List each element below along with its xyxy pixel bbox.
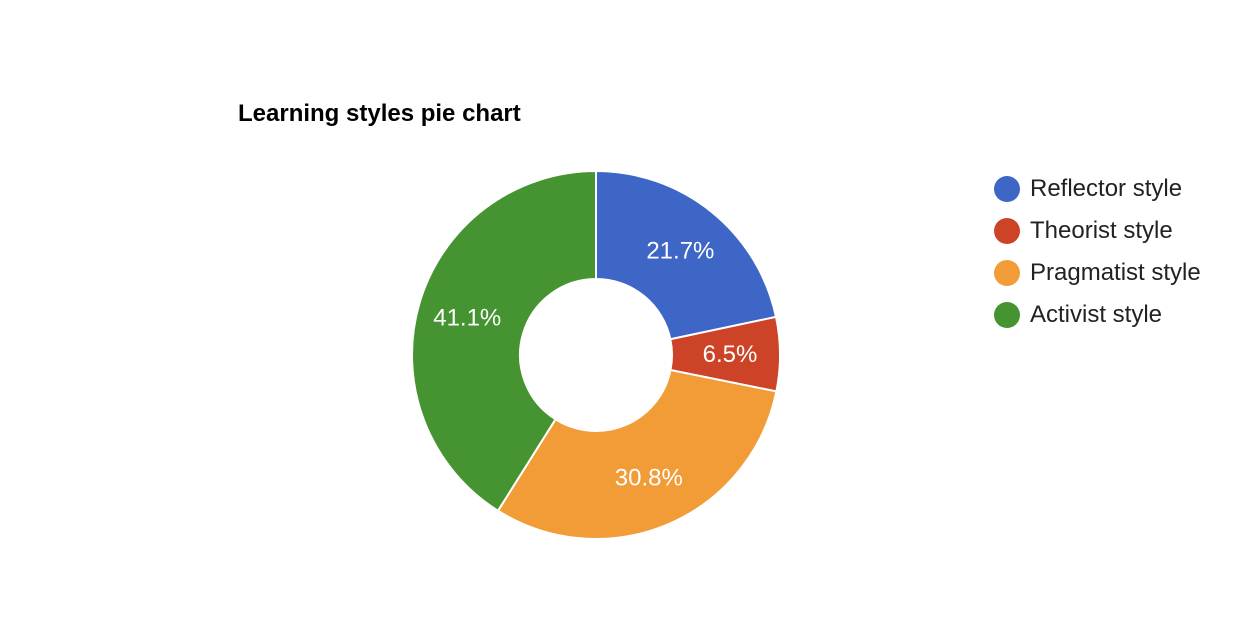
legend-swatch-activist xyxy=(994,302,1020,328)
slice-label-activist: 41.1% xyxy=(433,304,501,331)
legend-item-activist[interactable]: Activist style xyxy=(994,294,1201,336)
legend-label-pragmatist: Pragmatist style xyxy=(1030,259,1201,286)
legend-swatch-theorist xyxy=(994,218,1020,244)
legend-label-reflector: Reflector style xyxy=(1030,175,1183,202)
legend-label-activist: Activist style xyxy=(1030,301,1163,328)
legend: Reflector style Theorist style Pragmatis… xyxy=(994,168,1201,336)
slice-label-reflector: 21.7% xyxy=(646,237,714,264)
legend-item-pragmatist[interactable]: Pragmatist style xyxy=(994,252,1201,294)
slice-reflector[interactable] xyxy=(595,169,778,341)
slice-activist[interactable] xyxy=(411,169,597,513)
chart-title: Learning styles pie chart xyxy=(238,100,521,127)
legend-swatch-reflector xyxy=(994,176,1020,202)
slice-label-pragmatist: 30.8% xyxy=(615,465,683,492)
slice-label-theorist: 6.5% xyxy=(703,341,758,368)
legend-item-reflector[interactable]: Reflector style xyxy=(994,168,1201,210)
legend-item-theorist[interactable]: Theorist style xyxy=(994,210,1201,252)
legend-label-theorist: Theorist style xyxy=(1030,217,1173,244)
slice-pragmatist[interactable] xyxy=(496,368,778,540)
legend-swatch-pragmatist xyxy=(994,260,1020,286)
